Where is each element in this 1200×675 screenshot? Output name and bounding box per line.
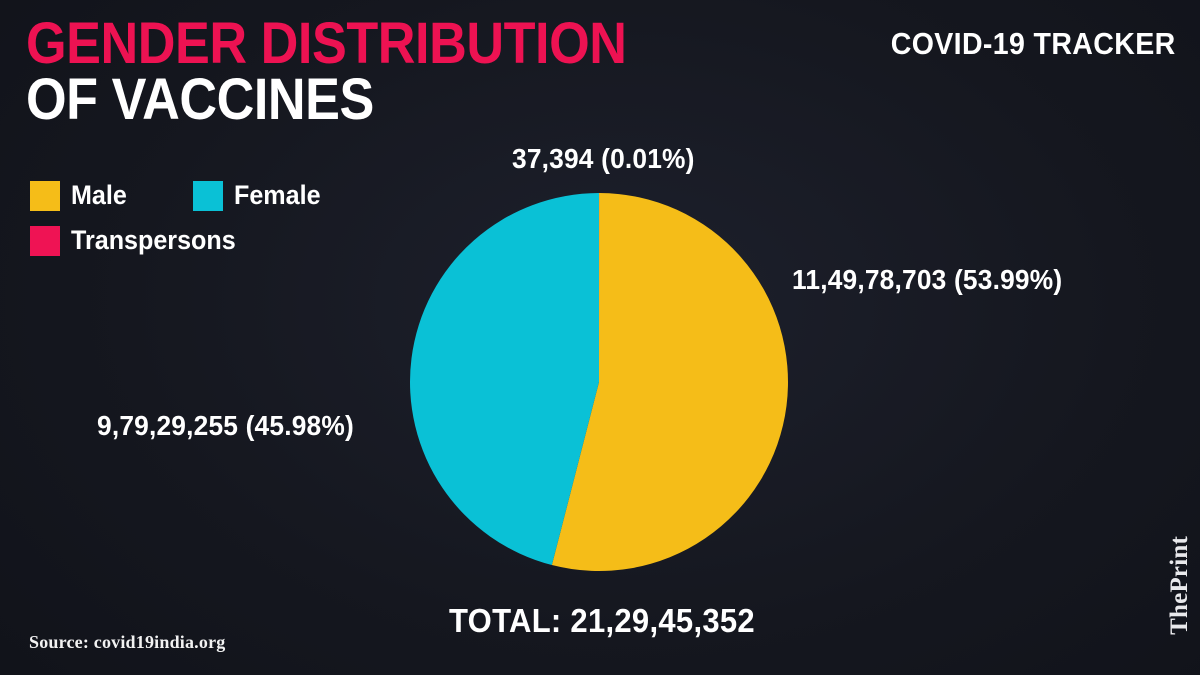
- pie-chart-svg: [409, 193, 788, 571]
- value-label-male: 11,49,78,703 (53.99%): [792, 264, 1063, 295]
- legend-label-transpersons: Transpersons: [71, 225, 236, 255]
- source-credit: Source: covid19india.org: [29, 632, 226, 652]
- legend-row-2: Transpersons: [30, 225, 430, 256]
- legend-swatch-transpersons: [30, 225, 60, 256]
- total-label: TOTAL: 21,29,45,352: [449, 602, 755, 639]
- legend-item-female[interactable]: Female: [193, 180, 327, 211]
- value-label-transpersons: 37,394 (0.01%): [512, 143, 695, 174]
- chart-legend: Male Female Transpersons: [30, 180, 430, 270]
- value-label-female: 9,79,29,255 (45.98%): [97, 410, 354, 441]
- pie-slice-group: [409, 193, 788, 571]
- pie-slice-female[interactable]: [409, 193, 599, 566]
- title-line-primary: GENDER DISTRIBUTION: [26, 11, 627, 76]
- legend-label-male: Male: [71, 180, 127, 210]
- page-title: GENDER DISTRIBUTION OF VACCINES: [26, 11, 693, 132]
- legend-label-female: Female: [234, 180, 321, 210]
- tracker-label: COVID-19 TRACKER: [891, 26, 1176, 61]
- pie-chart: [409, 192, 789, 572]
- publisher-watermark: ThePrint: [1166, 536, 1193, 635]
- legend-swatch-male: [30, 180, 60, 211]
- legend-swatch-female: [193, 180, 224, 211]
- legend-row-1: Male Female: [30, 180, 430, 211]
- title-line-secondary: OF VACCINES: [26, 66, 374, 132]
- legend-item-transpersons[interactable]: Transpersons: [30, 225, 248, 256]
- pie-slice-male[interactable]: [551, 193, 788, 571]
- legend-item-male[interactable]: Male: [30, 180, 131, 211]
